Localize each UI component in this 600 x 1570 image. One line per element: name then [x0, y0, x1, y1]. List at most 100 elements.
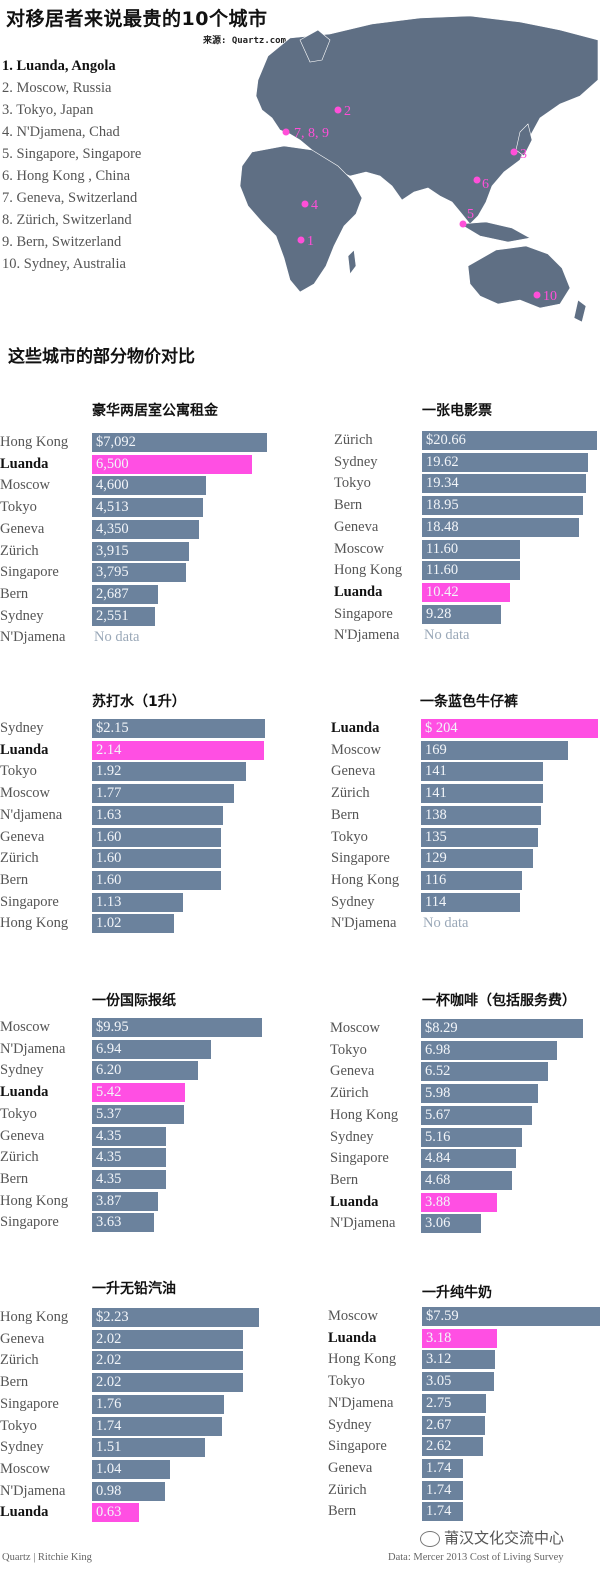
chart-category-label: Sydney [328, 1416, 372, 1433]
chart-bar [421, 784, 543, 804]
chart-value-label: $ 204 [425, 720, 458, 736]
chart-category-label: Tokyo [330, 1041, 367, 1058]
chart-value-label: 4.35 [96, 1149, 122, 1166]
chart-category-label: N'djamena [0, 806, 63, 823]
marker-dot [297, 236, 305, 244]
chart-value-label: $20.66 [426, 432, 466, 448]
chart-no-data-label: No data [94, 629, 140, 646]
chart-category-label: Singapore [334, 605, 393, 622]
ranking-item: 6. Hong Kong , China [2, 168, 131, 184]
chart-value-label: $8.29 [425, 1020, 458, 1036]
chart-value-label: 1.74 [426, 1459, 452, 1476]
chart-bar [422, 1480, 463, 1500]
chart-value-label: 0.98 [96, 1482, 122, 1499]
marker-dot [301, 200, 309, 208]
chart-value-label: 5.42 [96, 1084, 122, 1101]
chart-category-label: Moscow [331, 741, 381, 758]
chart-value-label: 6,500 [96, 455, 129, 472]
chart-bar [421, 1214, 481, 1234]
chart-category-label: Singapore [0, 1395, 59, 1412]
chart-category-label: Bern [0, 1374, 29, 1391]
chart-value-label: 135 [425, 828, 447, 845]
ranking-item: 4. N'Djamena, Chad [2, 124, 120, 140]
chart-bar [422, 1437, 483, 1457]
chart-category-label: Tokyo [0, 1105, 37, 1122]
chart-bar [422, 431, 597, 450]
chart-category-label: Luanda [0, 1504, 49, 1521]
chart-category-label: Tokyo [334, 475, 371, 492]
chart-category-label: Luanda [328, 1329, 377, 1346]
chart-category-label: Hong Kong [0, 434, 69, 450]
chart-bar [421, 1170, 512, 1190]
chart-value-label: 2.62 [426, 1438, 452, 1455]
chart-category-label: N'Djamena [328, 1394, 394, 1411]
marker-label: 2 [344, 104, 351, 119]
chart-value-label: 2.75 [426, 1394, 452, 1411]
chart-category-label: Singapore [0, 564, 59, 581]
chart-value-label: 4,513 [96, 499, 129, 516]
chart-category-label: Sydney [0, 1439, 44, 1456]
ranking-item: 10. Sydney, Australia [2, 256, 126, 272]
chart-category-label: Singapore [0, 893, 59, 910]
chat-icon [420, 1530, 440, 1547]
page-title: 对移居者来说最贵的10个城市 [6, 8, 268, 30]
ranking-item: 1. Luanda, Angola [2, 58, 116, 74]
chart-bar [421, 762, 543, 782]
marker-dot [334, 106, 342, 114]
chart-category-label: Hong Kong [331, 871, 400, 888]
chart-value-label: 10.42 [426, 583, 459, 600]
chart-no-data-label: No data [423, 915, 469, 932]
ranking-item: 5. Singapore, Singapore [2, 146, 142, 162]
chart-value-label: 1.60 [96, 850, 122, 867]
chart-value-label: 11.60 [426, 562, 459, 579]
chart-bar [92, 454, 252, 474]
chart-bar [421, 827, 538, 847]
chart-category-label: Geneva [0, 1330, 45, 1347]
chart-value-label: 141 [425, 785, 447, 802]
chart-category-label: Singapore [328, 1438, 387, 1455]
chart-bar [92, 1104, 184, 1124]
marker-dot [282, 128, 290, 136]
chart-title: 一份国际报纸 [92, 993, 176, 1009]
chart-bar [421, 719, 598, 738]
chart-category-label: Hong Kong [328, 1351, 397, 1368]
chart-category-label: Luanda [330, 1193, 379, 1210]
chart-value-label: 2.02 [96, 1352, 122, 1369]
chart-bar [92, 1061, 198, 1081]
chart-value-label: 18.48 [426, 518, 459, 535]
chart-category-label: Tokyo [328, 1373, 365, 1390]
chart-bar [422, 561, 520, 581]
chart-bar [422, 582, 510, 602]
chart-value-label: 3.06 [425, 1215, 451, 1232]
watermark-text: 莆汉文化交流中心 [444, 1529, 565, 1547]
chart-bar [92, 762, 246, 782]
chart-category-label: Zürich [0, 1149, 39, 1166]
chart-value-label: 3.88 [425, 1193, 451, 1210]
chart-value-label: 1.60 [96, 871, 122, 888]
marker-label: 7, 8, 9 [294, 126, 329, 141]
section-subtitle: 这些城市的部分物价对比 [8, 347, 195, 367]
chart-bar [422, 1350, 495, 1370]
chart-category-label: Tokyo [0, 499, 37, 516]
chart-category-label: Singapore [330, 1150, 389, 1167]
chart-value-label: 5.98 [425, 1085, 451, 1102]
chart-value-label: 2,687 [96, 585, 129, 602]
chart-value-label: 6.20 [96, 1062, 122, 1079]
chart-bar [421, 1019, 583, 1038]
chart-value-label: 3.63 [96, 1214, 122, 1231]
chart-value-label: $9.95 [96, 1019, 129, 1035]
chart-value-label: 114 [425, 893, 447, 910]
chart-category-label: N'Djamena [0, 1482, 66, 1499]
chart-category-label: Geneva [330, 1063, 375, 1080]
marker-label: 5 [467, 207, 474, 222]
chart-category-label: Bern [0, 1170, 29, 1187]
marker-label: 4 [311, 198, 318, 213]
chart-bar [422, 1415, 485, 1435]
chart-bar [422, 1328, 497, 1348]
chart-bar [422, 474, 586, 494]
marker-label: 10 [543, 289, 557, 304]
chart-category-label: N'Djamena [330, 1215, 396, 1232]
chart-category-label: Luanda [0, 1084, 49, 1101]
chart-bar [92, 1373, 243, 1393]
chart-value-label: 1.02 [96, 915, 122, 932]
